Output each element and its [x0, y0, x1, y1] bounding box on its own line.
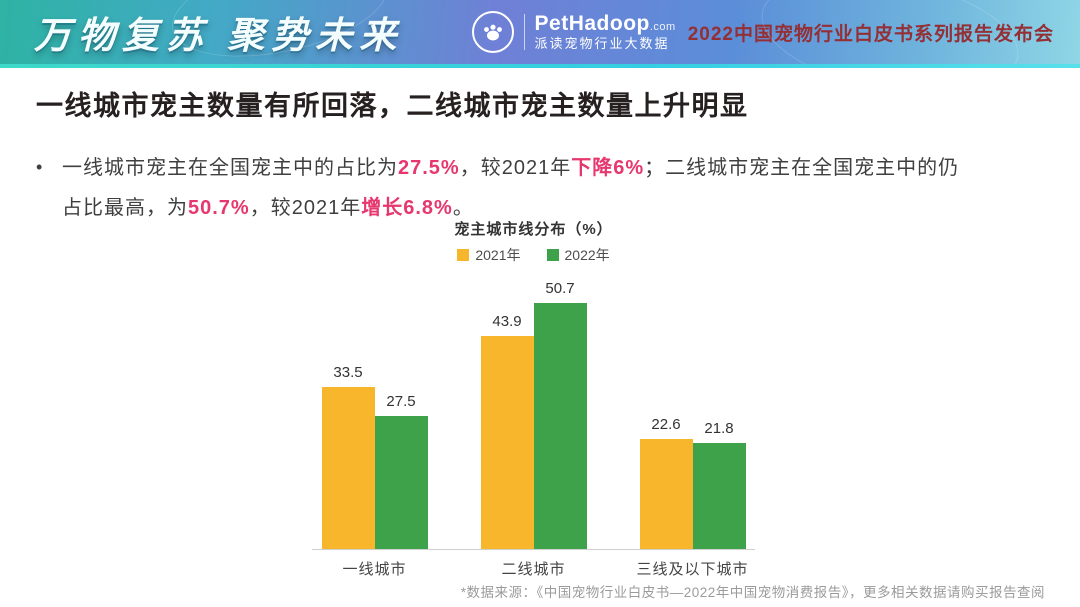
bullet-segment: ；二线城市宠主在全国宠主中的仍	[644, 157, 960, 179]
brand-name-text: PetHadoop	[534, 12, 650, 36]
bar-group: 22.6 21.8 三线及以下城市	[636, 260, 747, 578]
bullet-segment: 一线城市宠主在全国宠主中的占比为	[62, 157, 398, 179]
bar-value-label: 50.7	[545, 280, 575, 298]
chart-title: 宠主城市线分布（%）	[454, 221, 613, 238]
bullet-marker: •	[36, 157, 43, 177]
category-label: 二线城市	[501, 561, 566, 578]
legend-swatch	[457, 249, 470, 261]
bar-group: 33.5 27.5 一线城市	[321, 260, 428, 578]
bullet-highlight: 下降6%	[571, 157, 645, 179]
bar-value-label: 33.5	[333, 363, 363, 381]
bar-2021年-一线城市	[321, 386, 375, 549]
event-title: 2022中国宠物行业白皮书系列报告发布会	[687, 23, 1054, 45]
bar-value-label: 22.6	[651, 416, 681, 434]
bar-column: 27.5	[374, 260, 428, 549]
chart-legend: 2021年 2022年	[312, 245, 755, 265]
bar-column: 21.8	[692, 260, 746, 549]
bar-value-label: 27.5	[386, 392, 416, 410]
bar-2022年-一线城市	[374, 415, 428, 549]
bullet-segment: ，较2021年	[249, 197, 362, 219]
legend-label: 2022年	[564, 247, 610, 263]
bar-column: 22.6	[639, 260, 693, 549]
bar-group: 43.9 50.7 二线城市	[480, 260, 587, 578]
bar-column: 33.5	[321, 260, 375, 549]
legend-item: 2021年	[457, 245, 521, 265]
header-banner: 万物复苏 聚势未来 PetHadoop.com 派读宠物行业大数据 20	[0, 0, 1080, 112]
bullet-segment: 。	[452, 197, 474, 219]
bullet-text: 一线城市宠主在全国宠主中的占比为27.5%，较2021年下降6%；二线城市宠主在…	[62, 148, 959, 228]
category-label: 三线及以下城市	[636, 561, 749, 578]
legend-label: 2021年	[475, 247, 521, 263]
data-source-note: *数据来源：《中国宠物行业白皮书—2022年中国宠物消费报告》，更多相关数据请购…	[460, 585, 1045, 600]
bullet-highlight: 27.5%	[398, 157, 460, 179]
brand-name: PetHadoop.com	[535, 12, 676, 35]
bar-value-label: 21.8	[704, 420, 734, 438]
bar-2022年-三线及以下城市	[692, 443, 746, 549]
bullet-highlight: 50.7%	[188, 197, 250, 219]
brand-logo-block: PetHadoop.com 派读宠物行业大数据	[471, 11, 676, 53]
bar-column: 43.9	[480, 260, 534, 549]
legend-swatch	[546, 249, 559, 261]
header-right: PetHadoop.com 派读宠物行业大数据 2022中国宠物行业白皮书系列报…	[471, 11, 1054, 53]
header-slogan: 万物复苏 聚势未来	[34, 15, 404, 56]
bar-column: 50.7	[533, 260, 587, 549]
logo-divider	[523, 14, 525, 50]
bar-2021年-二线城市	[480, 336, 534, 549]
category-label: 一线城市	[342, 561, 407, 578]
legend-item: 2022年	[546, 245, 610, 265]
paw-icon	[483, 24, 502, 41]
bullet-segment: ，较2021年	[459, 157, 572, 179]
bullet-row: • 一线城市宠主在全国宠主中的占比为27.5%，较2021年下降6%；二线城市宠…	[36, 148, 1011, 228]
page-title: 一线城市宠主数量有所回落，二线城市宠主数量上升明显	[36, 91, 749, 121]
bar-2021年-三线及以下城市	[639, 439, 693, 549]
brand-tagline: 派读宠物行业大数据	[534, 36, 670, 52]
bar-value-label: 43.9	[492, 313, 522, 331]
pethadoop-logo-icon	[471, 11, 514, 53]
bullet-highlight: 增长6.8%	[361, 197, 453, 219]
brand-text: PetHadoop.com 派读宠物行业大数据	[535, 12, 676, 51]
bullet-segment: 占比最高，为	[62, 197, 188, 219]
bar-chart-plot: 33.5 27.5 一线城市 43.9 50.7 二线城市 22.6 21.8 三线及以下城市	[312, 260, 755, 578]
brand-suffix-text: .com	[649, 21, 676, 34]
bar-2022年-二线城市	[533, 303, 587, 549]
